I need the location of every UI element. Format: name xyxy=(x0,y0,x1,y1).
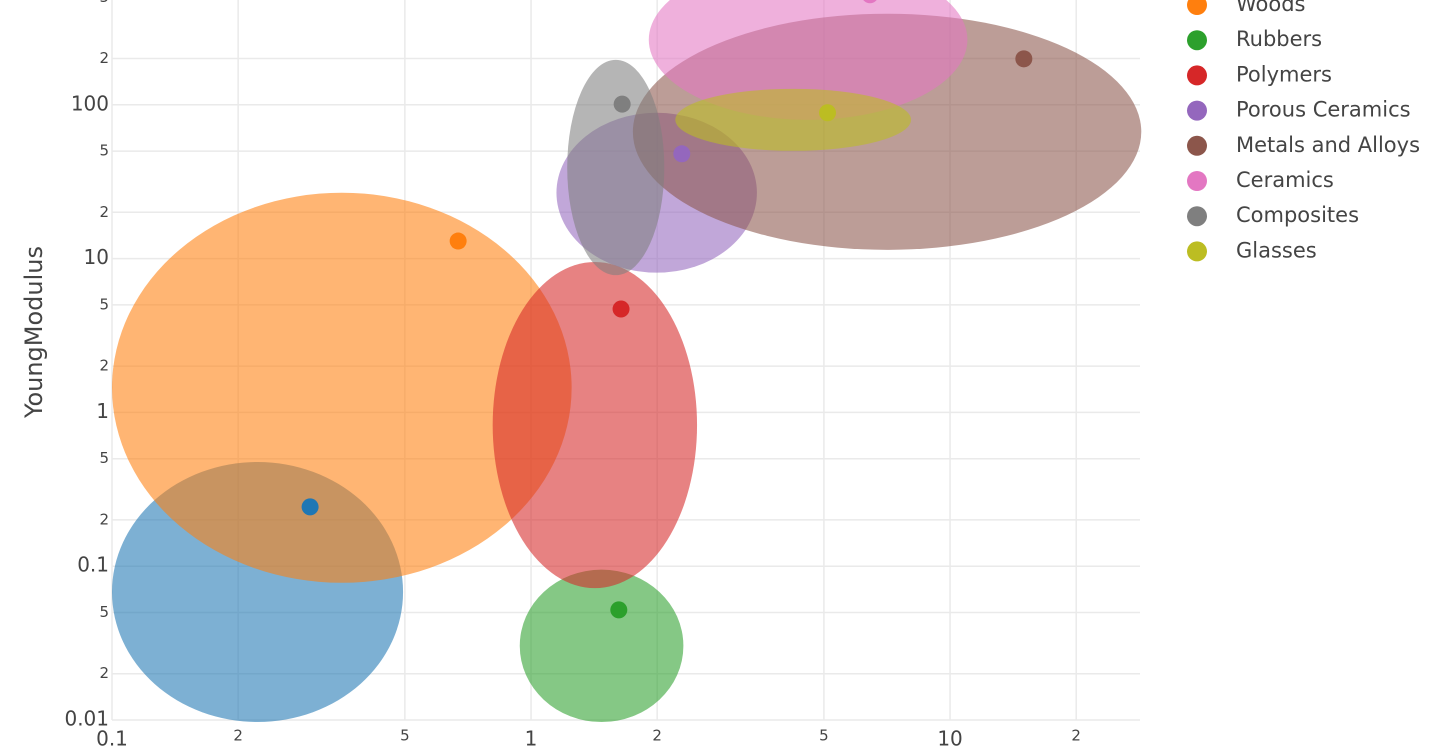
legend-label[interactable]: Woods xyxy=(1236,0,1306,16)
markers xyxy=(301,0,1033,619)
region-ellipse xyxy=(567,59,665,276)
point xyxy=(673,145,691,163)
x-tick-label: 1 xyxy=(525,727,538,751)
point xyxy=(610,601,628,619)
y-tick-label: 2 xyxy=(99,203,109,221)
y-tick-label: 10 xyxy=(84,245,109,269)
point xyxy=(819,104,837,122)
legend-swatch[interactable] xyxy=(1187,65,1207,86)
legend-label[interactable]: Polymers xyxy=(1236,62,1332,86)
point xyxy=(1015,50,1033,68)
y-tick-label: 5 xyxy=(99,449,109,467)
legend-label[interactable]: Ceramics xyxy=(1236,168,1334,192)
y-tick-label: 2 xyxy=(99,664,109,682)
x-tick-label: 5 xyxy=(400,727,410,745)
point xyxy=(301,498,319,516)
region-ellipse xyxy=(648,0,968,120)
x-tick-label: 0.1 xyxy=(96,727,128,751)
y-tick-label: 2 xyxy=(99,357,109,375)
legend: Woods Rubbers Polymers Porous Ceramics Metal… xyxy=(1187,0,1420,262)
y-tick-label: 100 xyxy=(71,91,109,115)
legend-swatch[interactable] xyxy=(1187,135,1207,156)
region-ellipse xyxy=(519,569,684,723)
y-tick-label: 5 xyxy=(99,142,109,160)
legend-swatch[interactable] xyxy=(1187,171,1207,191)
legend-label[interactable]: Composites xyxy=(1236,203,1359,227)
region-ellipse xyxy=(112,192,572,583)
point xyxy=(449,232,467,250)
legend-swatch[interactable] xyxy=(1187,100,1207,121)
legend-label[interactable]: Metals and Alloys xyxy=(1236,133,1420,157)
legend-swatch[interactable] xyxy=(1187,30,1207,51)
y-tick-label: 5 xyxy=(99,295,109,313)
y-tick-label: 0.1 xyxy=(77,553,109,577)
x-tick-label: 2 xyxy=(1071,727,1081,745)
y-tick-label: 2 xyxy=(99,510,109,528)
y-tick-label: 1 xyxy=(96,399,109,423)
x-tick-label: 2 xyxy=(652,727,662,745)
y-tick-label: 5 xyxy=(99,603,109,621)
region-ellipse xyxy=(675,88,912,151)
point xyxy=(612,300,630,318)
legend-label[interactable]: Glasses xyxy=(1236,238,1317,262)
point xyxy=(863,0,877,4)
y-tick-label: 2 xyxy=(99,49,109,67)
y-tick-label: 5 xyxy=(99,0,109,6)
x-tick-label: 5 xyxy=(819,727,829,745)
y-tick-label: 0.01 xyxy=(64,707,109,731)
labels: 0.1 2 5 1 2 5 10 2 0.01 2 5 0.1 2 5 1 2 5 10 2 5 100 2 5 xyxy=(64,0,1080,751)
x-tick-label: 10 xyxy=(937,727,962,751)
point xyxy=(613,95,631,113)
ellipses xyxy=(112,0,1142,723)
legend-label[interactable]: Porous Ceramics xyxy=(1236,98,1411,122)
legend-label[interactable]: Rubbers xyxy=(1236,27,1322,51)
legend-swatch[interactable] xyxy=(1187,241,1207,262)
legend-swatch[interactable] xyxy=(1187,0,1207,15)
y-axis-title: YoungModulus xyxy=(20,246,48,419)
legend-swatch[interactable] xyxy=(1187,206,1207,227)
x-tick-label: 2 xyxy=(233,727,243,745)
region-ellipse xyxy=(492,262,698,589)
